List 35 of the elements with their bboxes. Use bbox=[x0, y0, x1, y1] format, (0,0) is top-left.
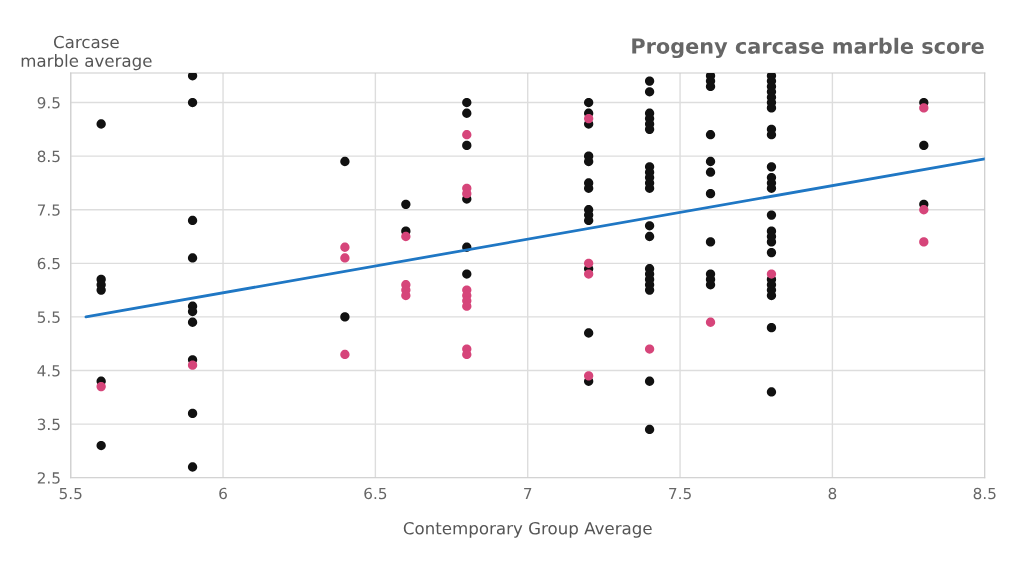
point bbox=[584, 258, 594, 268]
x-tick-label: 5.5 bbox=[59, 487, 82, 500]
point bbox=[644, 344, 655, 354]
point bbox=[584, 113, 594, 124]
point bbox=[462, 130, 472, 140]
point bbox=[340, 253, 350, 263]
y-tick-label: 7.5 bbox=[37, 204, 60, 216]
point bbox=[96, 381, 106, 392]
y-tick-label: 3.5 bbox=[37, 418, 60, 431]
chart-title: Progeny carcase marble score bbox=[632, 37, 984, 59]
point bbox=[766, 269, 777, 279]
point bbox=[919, 103, 929, 113]
x-tick-label: 8.5 bbox=[973, 487, 996, 500]
point bbox=[187, 360, 198, 370]
point bbox=[584, 269, 594, 279]
y-tick-label: 8.5 bbox=[37, 150, 60, 163]
y-tick-label: 2.5 bbox=[37, 472, 60, 484]
point bbox=[340, 242, 350, 252]
y-tick-label: 4.5 bbox=[37, 365, 60, 377]
point bbox=[919, 237, 929, 247]
point bbox=[705, 317, 716, 327]
x-tick-label: 6 bbox=[219, 487, 227, 500]
x-tick-label: 8 bbox=[828, 487, 837, 500]
y-tick-label: 9.5 bbox=[37, 97, 60, 109]
x-axis-title: Contemporary Group Average bbox=[403, 521, 652, 538]
x-tick-label: 7.5 bbox=[669, 487, 691, 500]
y-tick-label: 6.5 bbox=[37, 257, 60, 270]
y-tick-label: 5.5 bbox=[37, 311, 60, 323]
point bbox=[919, 205, 929, 215]
x-tick-label: 6.5 bbox=[364, 487, 387, 500]
point bbox=[401, 231, 411, 242]
point bbox=[584, 371, 594, 381]
y-axis-title: Carcase marble average bbox=[21, 35, 152, 71]
x-tick-label: 7 bbox=[524, 487, 532, 500]
point bbox=[340, 349, 350, 360]
